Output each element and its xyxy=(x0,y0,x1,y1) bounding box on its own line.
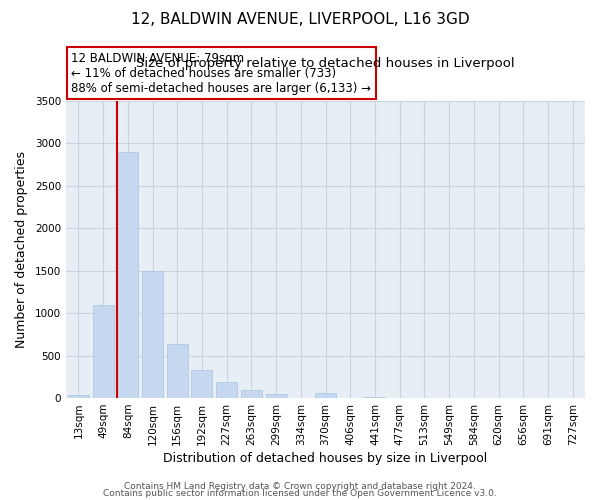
Y-axis label: Number of detached properties: Number of detached properties xyxy=(15,151,28,348)
Text: 12, BALDWIN AVENUE, LIVERPOOL, L16 3GD: 12, BALDWIN AVENUE, LIVERPOOL, L16 3GD xyxy=(131,12,469,28)
Bar xyxy=(142,270,163,398)
Bar xyxy=(68,394,89,398)
Bar xyxy=(315,394,336,398)
X-axis label: Distribution of detached houses by size in Liverpool: Distribution of detached houses by size … xyxy=(163,452,488,465)
Bar xyxy=(241,390,262,398)
Bar xyxy=(167,344,188,398)
Text: 12 BALDWIN AVENUE: 79sqm
← 11% of detached houses are smaller (733)
88% of semi-: 12 BALDWIN AVENUE: 79sqm ← 11% of detach… xyxy=(71,52,371,95)
Bar xyxy=(92,304,113,398)
Bar xyxy=(216,382,237,398)
Title: Size of property relative to detached houses in Liverpool: Size of property relative to detached ho… xyxy=(136,58,515,70)
Text: Contains public sector information licensed under the Open Government Licence v3: Contains public sector information licen… xyxy=(103,488,497,498)
Bar xyxy=(191,370,212,398)
Text: Contains HM Land Registry data © Crown copyright and database right 2024.: Contains HM Land Registry data © Crown c… xyxy=(124,482,476,491)
Bar xyxy=(118,152,139,398)
Bar xyxy=(364,397,385,398)
Bar xyxy=(266,394,287,398)
